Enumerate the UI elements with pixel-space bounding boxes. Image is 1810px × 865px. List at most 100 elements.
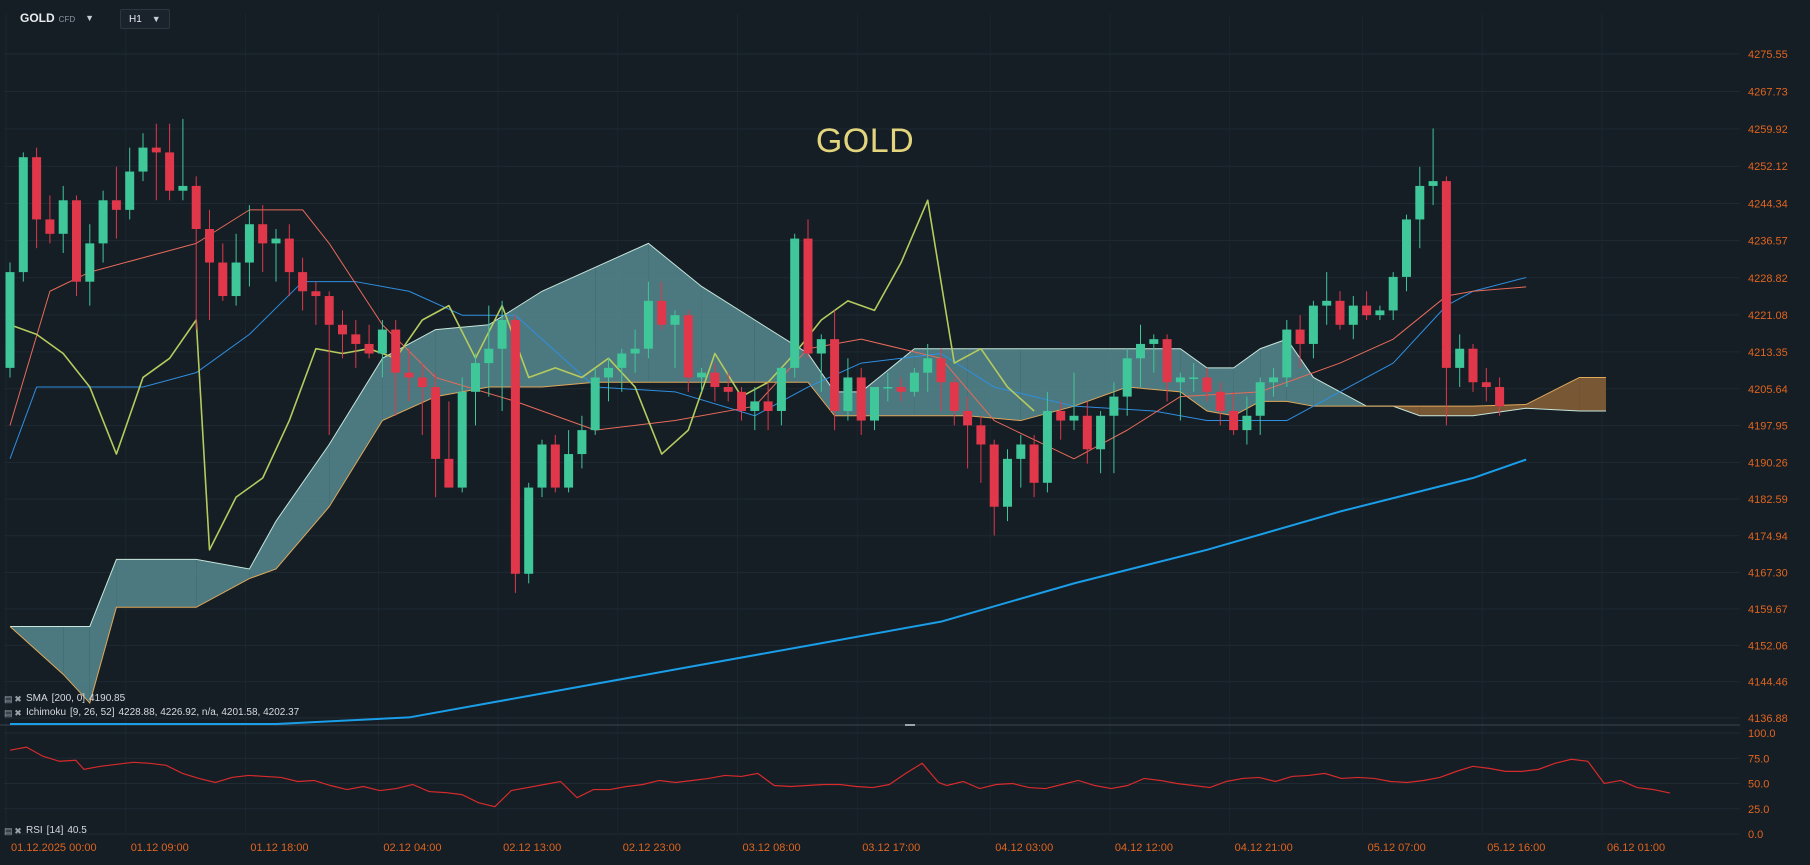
candle-bull <box>1109 396 1119 416</box>
settings-icon[interactable]: ▤ <box>4 707 13 718</box>
price-tick-label: 4190.26 <box>1748 457 1788 469</box>
timeframe-selector[interactable]: H1 ▼ <box>120 9 170 29</box>
candle-bear <box>191 185 201 230</box>
time-tick-label: 03.12 08:00 <box>743 842 801 854</box>
candle-bear <box>338 324 347 335</box>
candle-bull <box>870 387 879 421</box>
rsi-label: RSI <box>26 825 43 836</box>
candle-bull <box>697 372 707 378</box>
candle-bull <box>643 300 653 349</box>
candle-bull <box>1455 348 1465 368</box>
rsi-tick-label: 25.0 <box>1748 804 1769 816</box>
price-tick-label: 4228.82 <box>1748 273 1788 285</box>
candle-bull <box>537 444 547 488</box>
settings-icon[interactable]: ▤ <box>4 693 13 704</box>
cloud-bear-segment <box>1579 377 1606 411</box>
candle-bull <box>98 200 108 244</box>
candle-bear <box>510 319 520 574</box>
candle-bear <box>284 238 294 273</box>
close-icon[interactable]: ✖ <box>14 707 22 718</box>
time-axis: 01.12.2025 00:00 01.12 09:00 01.12 18:00 02… <box>11 842 1665 854</box>
candle-bear <box>431 387 441 459</box>
rsi-pane: 100.0 75.0 50.0 25.0 0.0 <box>4 728 1776 841</box>
candle-bear <box>856 377 866 421</box>
pane-resize-handle <box>905 724 915 726</box>
time-tick-label: 03.12 17:00 <box>862 842 920 854</box>
settings-icon[interactable]: ▤ <box>4 825 13 836</box>
rsi-line <box>9 746 1671 808</box>
candle-bear <box>723 387 733 392</box>
legend-ichimoku[interactable]: ▤ ✖ Ichimoku [9, 26, 52] 4228.88, 4226.9… <box>4 706 299 719</box>
candle-bull <box>1149 339 1159 344</box>
candle-bull <box>125 171 135 210</box>
candle-bear <box>1495 387 1505 407</box>
candle-bear <box>218 262 228 297</box>
price-tick-label: 4259.92 <box>1748 124 1788 136</box>
cloud-bull-segment <box>276 444 330 569</box>
candle-bear <box>1056 410 1066 421</box>
candle-bull <box>630 348 640 354</box>
candle-bull <box>457 391 467 488</box>
legend-rsi[interactable]: ▤ ✖ RSI [14] 40.5 <box>4 824 87 837</box>
candle-bull <box>85 243 95 282</box>
candle-bear <box>404 372 414 378</box>
cloud-bear-segment <box>1526 377 1580 411</box>
time-tick-label: 02.12 13:00 <box>503 842 561 854</box>
price-tick-label: 4275.55 <box>1748 49 1788 61</box>
cloud-bull-segment <box>116 559 197 608</box>
price-tick-label: 4205.64 <box>1748 384 1788 396</box>
candle-bear <box>258 224 268 244</box>
symbol-selector[interactable]: GOLD CFD ▼ <box>14 9 100 27</box>
candle-bear <box>896 387 906 392</box>
candle-bull <box>1415 185 1425 220</box>
price-tick-label: 4267.73 <box>1748 86 1788 98</box>
close-icon[interactable]: ✖ <box>14 825 22 836</box>
timeframe-name: H1 <box>129 13 142 25</box>
candle-bear <box>298 272 308 292</box>
cloud-bull-segment <box>1074 348 1128 407</box>
candle-bear <box>351 334 361 344</box>
price-tick-label: 4144.46 <box>1748 677 1788 689</box>
candle-bull <box>377 329 387 354</box>
cloud-bull-segment <box>1286 339 1314 407</box>
candle-bull <box>577 430 587 455</box>
candle-bull <box>524 487 534 574</box>
rsi-tick-label: 100.0 <box>1748 728 1776 740</box>
candle-bull <box>1322 300 1332 306</box>
price-tick-label: 4167.30 <box>1748 567 1788 579</box>
candle-bear <box>763 401 773 411</box>
time-tick-label: 06.12 01:00 <box>1607 842 1665 854</box>
ichimoku-values: 4228.88, 4226.92, n/a, 4201.58, 4202.37 <box>118 707 300 718</box>
time-tick-label: 02.12 23:00 <box>623 842 681 854</box>
candle-bull <box>484 348 494 364</box>
price-tick-label: 4213.35 <box>1748 347 1788 359</box>
candle-bull <box>1042 410 1052 483</box>
ichimoku-params: [9, 26, 52] <box>70 707 115 718</box>
candle-bear <box>803 238 813 354</box>
candle-bull <box>1269 377 1278 383</box>
candle-bear <box>976 425 986 445</box>
candle-bull <box>564 454 574 488</box>
rsi-tick-label: 50.0 <box>1748 779 1769 791</box>
candle-bull <box>1242 415 1252 431</box>
cloud-bull-segment <box>967 348 1021 421</box>
candle-bull <box>1255 382 1265 416</box>
candle-bear <box>417 377 427 388</box>
candle-bull <box>58 200 68 234</box>
candle-bear <box>1162 339 1172 383</box>
close-icon[interactable]: ✖ <box>14 693 22 704</box>
candle-bear <box>1468 348 1478 383</box>
symbol-name: GOLD <box>20 11 55 25</box>
candle-bear <box>111 200 121 210</box>
candle-bull <box>231 262 241 297</box>
price-tick-label: 4152.06 <box>1748 640 1788 652</box>
candle-bear <box>989 444 999 507</box>
candle-bear <box>830 339 840 411</box>
candle-bull <box>471 363 480 392</box>
time-tick-label: 01.12 18:00 <box>250 842 308 854</box>
candle-bear <box>737 391 746 411</box>
price-tick-label: 4159.67 <box>1748 604 1788 616</box>
candle-bear <box>550 444 560 488</box>
legend-sma[interactable]: ▤ ✖ SMA [200, 0] 4190.85 <box>4 692 125 705</box>
